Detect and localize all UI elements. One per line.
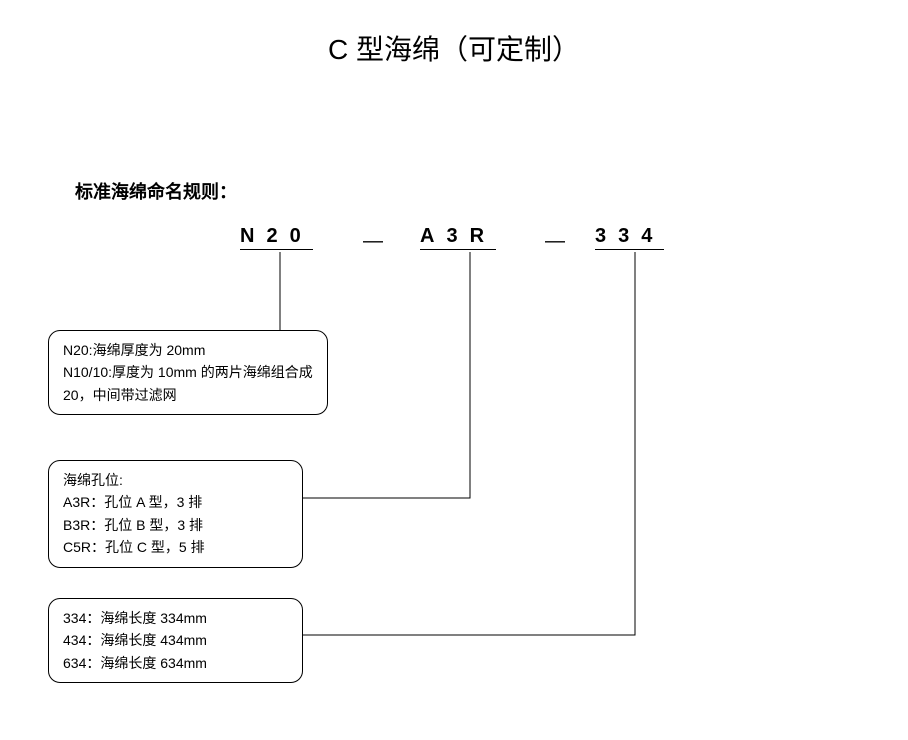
- box-line: N10/10:厚度为 10mm 的两片海绵组合成 20，中间带过滤网: [63, 361, 313, 406]
- box-line: C5R：孔位 C 型，5 排: [63, 536, 288, 558]
- section-label: 标准海绵命名规则：: [75, 178, 237, 204]
- box-line: N20:海绵厚度为 20mm: [63, 339, 313, 361]
- connector-seg2: [303, 252, 470, 498]
- box-line: 634：海绵长度 634mm: [63, 652, 288, 674]
- code-segment-3: 334: [595, 225, 664, 250]
- code-dash-2: —: [545, 230, 565, 253]
- code-dash-1: —: [363, 230, 383, 253]
- box-line: B3R：孔位 B 型，3 排: [63, 514, 288, 536]
- box-line: 434：海绵长度 434mm: [63, 629, 288, 651]
- box-line: 334：海绵长度 334mm: [63, 607, 288, 629]
- box-line: 海绵孔位:: [63, 469, 288, 491]
- box-line: A3R：孔位 A 型，3 排: [63, 491, 288, 513]
- page-title: C 型海绵（可定制）: [0, 28, 908, 68]
- connector-seg3: [303, 252, 635, 635]
- info-box-length: 334：海绵长度 334mm 434：海绵长度 434mm 634：海绵长度 6…: [48, 598, 303, 683]
- info-box-thickness: N20:海绵厚度为 20mm N10/10:厚度为 10mm 的两片海绵组合成 …: [48, 330, 328, 415]
- code-segment-1: N20: [240, 225, 313, 250]
- code-segment-2: A3R: [420, 225, 496, 250]
- info-box-hole: 海绵孔位: A3R：孔位 A 型，3 排 B3R：孔位 B 型，3 排 C5R：…: [48, 460, 303, 568]
